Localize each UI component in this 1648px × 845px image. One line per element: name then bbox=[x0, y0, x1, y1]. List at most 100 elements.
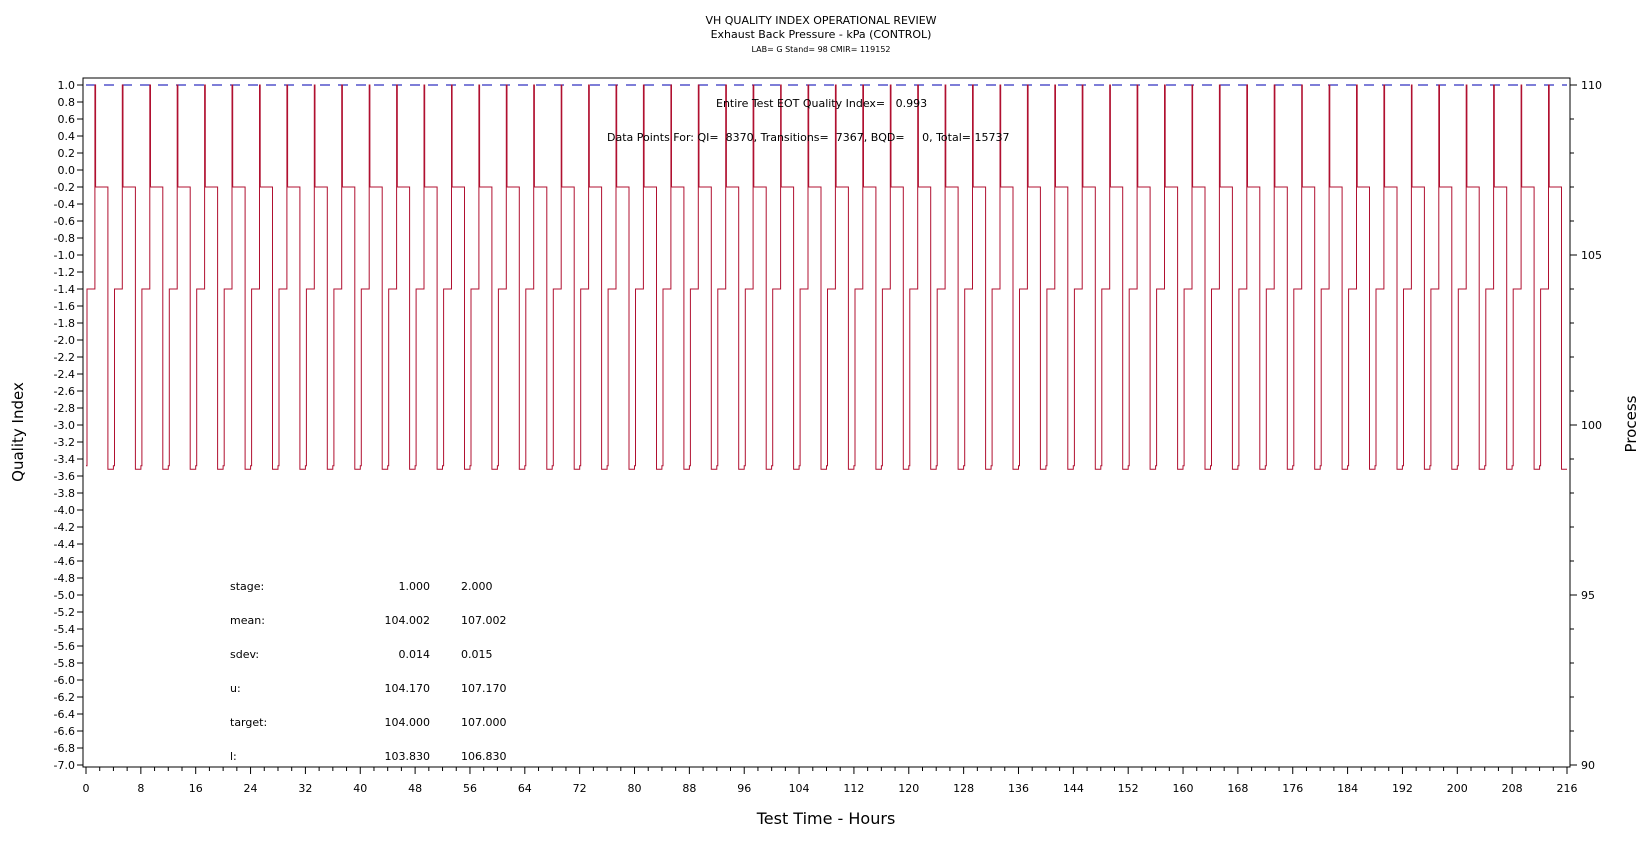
y-left-tick-label: -3.0 bbox=[54, 419, 75, 432]
x-tick-label: 8 bbox=[137, 782, 144, 795]
y-left-tick-label: -6.4 bbox=[54, 708, 75, 721]
x-axis: 0 8 16 24 32 40 48 56 64 72 80 88 96 104 112 120 128 136 1… bbox=[83, 767, 1578, 795]
y-left-tick-label: -0.6 bbox=[54, 215, 75, 228]
y-left-tick-label: -5.8 bbox=[54, 657, 75, 670]
stats-value-stage2: 2.000 bbox=[461, 580, 493, 593]
chart-title: VH QUALITY INDEX OPERATIONAL REVIEW bbox=[705, 14, 936, 27]
y-left-tick-label: 0.4 bbox=[58, 130, 76, 143]
y-left-tick-label: -5.2 bbox=[54, 606, 75, 619]
x-tick-label: 40 bbox=[353, 782, 367, 795]
y-left-tick-label: -1.0 bbox=[54, 249, 75, 262]
stats-label: target: bbox=[230, 716, 267, 729]
x-axis-label: Test Time - Hours bbox=[756, 809, 896, 828]
process-line bbox=[86, 84, 1567, 470]
y-left-tick-label: -3.8 bbox=[54, 487, 75, 500]
y-left-tick-label: 0.2 bbox=[58, 147, 76, 160]
x-tick-label: 168 bbox=[1227, 782, 1248, 795]
y-right-tick-label: 95 bbox=[1581, 589, 1595, 602]
y-left-tick-label: -6.8 bbox=[54, 742, 75, 755]
stats-table: stage: 1.000 2.000 mean: 104.002 107.002 sdev:… bbox=[230, 580, 507, 763]
chart-subtitle: Exhaust Back Pressure - kPa (CONTROL) bbox=[711, 28, 932, 41]
stats-value-stage2: 107.002 bbox=[461, 614, 507, 627]
y-left-tick-label: -0.2 bbox=[54, 181, 75, 194]
y-left-tick-label: 1.0 bbox=[58, 79, 76, 92]
y-left-tick-label: -0.4 bbox=[54, 198, 75, 211]
y-right-tick-label: 105 bbox=[1581, 249, 1602, 262]
stats-value-stage2: 0.015 bbox=[461, 648, 493, 661]
y-left-tick-label: -5.0 bbox=[54, 589, 75, 602]
y-left-tick-label: 0.8 bbox=[58, 96, 76, 109]
y-left-tick-label: -2.2 bbox=[54, 351, 75, 364]
stats-label: sdev: bbox=[230, 648, 259, 661]
stats-value-stage1: 104.000 bbox=[385, 716, 431, 729]
x-tick-label: 24 bbox=[244, 782, 258, 795]
y-left-tick-label: -1.6 bbox=[54, 300, 75, 313]
stats-label: stage: bbox=[230, 580, 264, 593]
y-left-tick-label: 0.6 bbox=[58, 113, 76, 126]
y-left-tick-label: -6.6 bbox=[54, 725, 75, 738]
y-axis-left: 1.0 0.8 0.6 0.4 0.2 0.0 -0.2 -0.4 -0.6 -0.8 -1.0 -1… bbox=[54, 79, 83, 772]
y-left-tick-label: -5.6 bbox=[54, 640, 75, 653]
x-tick-label: 104 bbox=[789, 782, 810, 795]
x-tick-label: 208 bbox=[1502, 782, 1523, 795]
y-left-tick-label: 0.0 bbox=[58, 164, 76, 177]
x-tick-label: 16 bbox=[189, 782, 203, 795]
stats-value-stage1: 104.002 bbox=[385, 614, 431, 627]
y-left-tick-label: -4.0 bbox=[54, 504, 75, 517]
x-tick-label: 88 bbox=[682, 782, 696, 795]
chart-lab-info: LAB= G Stand= 98 CMIR= 119152 bbox=[751, 45, 890, 54]
x-tick-label: 56 bbox=[463, 782, 477, 795]
y-axis-right: 90 95 100 105 110 bbox=[1570, 79, 1602, 772]
y-left-tick-label: -2.0 bbox=[54, 334, 75, 347]
stats-value-stage2: 107.170 bbox=[461, 682, 507, 695]
stats-value-stage1: 0.014 bbox=[399, 648, 431, 661]
x-tick-label: 112 bbox=[843, 782, 864, 795]
y-left-tick-label: -3.6 bbox=[54, 470, 75, 483]
x-tick-label: 48 bbox=[408, 782, 422, 795]
stats-value-stage1: 104.170 bbox=[385, 682, 431, 695]
y-left-tick-label: -4.8 bbox=[54, 572, 75, 585]
y-left-tick-label: -2.4 bbox=[54, 368, 75, 381]
y-left-tick-label: -3.4 bbox=[54, 453, 75, 466]
y-left-tick-label: -6.2 bbox=[54, 691, 75, 704]
x-tick-label: 72 bbox=[573, 782, 587, 795]
x-tick-label: 0 bbox=[83, 782, 90, 795]
y-left-tick-label: -1.4 bbox=[54, 283, 75, 296]
eot-quality-annotation: Entire Test EOT Quality Index= 0.993 bbox=[716, 97, 927, 110]
x-tick-label: 152 bbox=[1118, 782, 1139, 795]
x-tick-label: 32 bbox=[298, 782, 312, 795]
stats-value-stage2: 107.000 bbox=[461, 716, 507, 729]
y-right-tick-label: 90 bbox=[1581, 759, 1595, 772]
x-tick-label: 96 bbox=[737, 782, 751, 795]
y-axis-right-label: Process bbox=[1622, 395, 1640, 452]
x-tick-label: 200 bbox=[1447, 782, 1468, 795]
x-tick-label: 64 bbox=[518, 782, 532, 795]
y-left-tick-label: -1.2 bbox=[54, 266, 75, 279]
x-tick-label: 160 bbox=[1173, 782, 1194, 795]
x-tick-label: 128 bbox=[953, 782, 974, 795]
y-right-tick-label: 100 bbox=[1581, 419, 1602, 432]
y-left-tick-label: -6.0 bbox=[54, 674, 75, 687]
x-tick-label: 176 bbox=[1282, 782, 1303, 795]
y-left-tick-label: -2.8 bbox=[54, 402, 75, 415]
y-left-tick-label: -1.8 bbox=[54, 317, 75, 330]
y-left-tick-label: -3.2 bbox=[54, 436, 75, 449]
stats-value-stage1: 1.000 bbox=[399, 580, 431, 593]
stats-label: u: bbox=[230, 682, 241, 695]
stats-value-stage2: 106.830 bbox=[461, 750, 507, 763]
stats-label: l: bbox=[230, 750, 237, 763]
x-tick-label: 144 bbox=[1063, 782, 1084, 795]
stats-label: mean: bbox=[230, 614, 265, 627]
y-axis-left-label: Quality Index bbox=[9, 382, 27, 482]
x-tick-label: 80 bbox=[628, 782, 642, 795]
y-left-tick-label: -7.0 bbox=[54, 759, 75, 772]
y-left-tick-label: -0.8 bbox=[54, 232, 75, 245]
y-left-tick-label: -4.4 bbox=[54, 538, 75, 551]
y-left-tick-label: -2.6 bbox=[54, 385, 75, 398]
x-tick-label: 192 bbox=[1392, 782, 1413, 795]
data-points-annotation: Data Points For: QI= 8370, Transitions= … bbox=[607, 131, 1009, 144]
y-left-tick-label: -4.6 bbox=[54, 555, 75, 568]
x-tick-label: 216 bbox=[1557, 782, 1578, 795]
y-left-tick-label: -4.2 bbox=[54, 521, 75, 534]
